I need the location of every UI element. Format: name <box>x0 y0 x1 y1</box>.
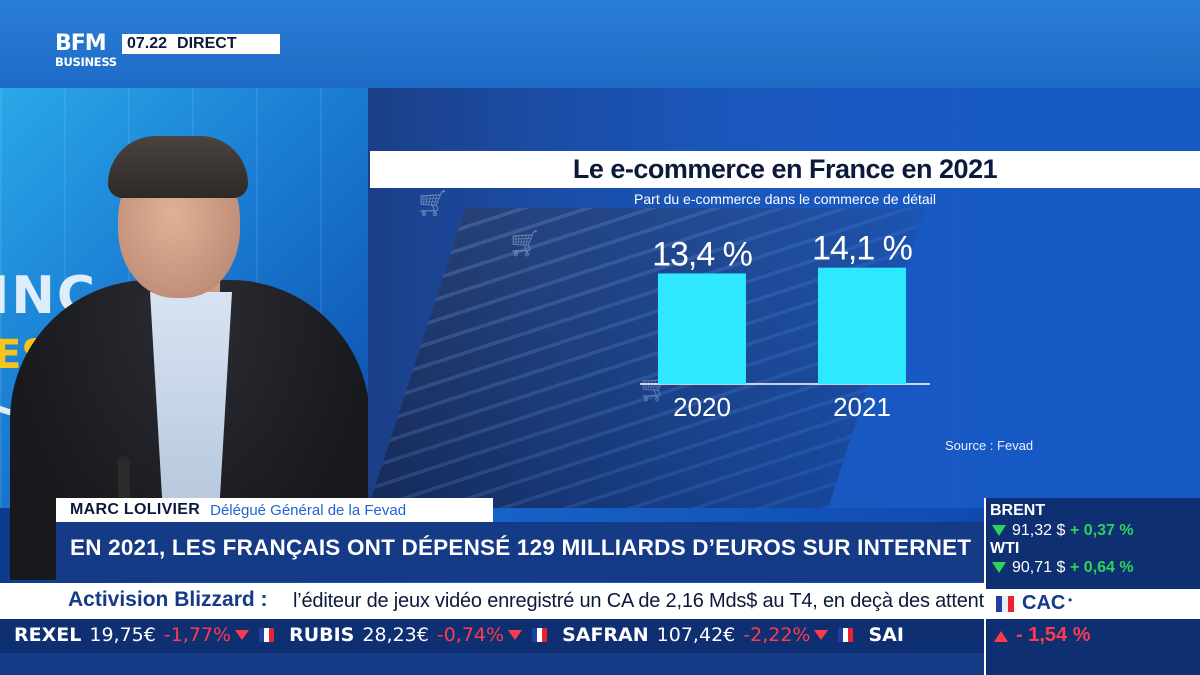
headline-bar <box>56 522 984 582</box>
up-arrow-icon <box>994 631 1008 642</box>
ticker-items: REXEL 19,75€ -1,77% RUBIS 28,23€ -0,74% … <box>0 624 920 646</box>
market-name: WTI <box>990 540 1020 557</box>
down-arrow-icon <box>814 630 829 640</box>
cac-name: CAC <box>1022 592 1066 614</box>
down-arrow-icon <box>235 630 250 640</box>
logo-sub: BUSINESS <box>55 55 117 69</box>
chart-category-label: 2020 <box>673 392 731 422</box>
bfm-business-logo: BFM BUSINESS <box>55 33 119 75</box>
news-text: l’éditeur de jeux vidéo enregistré un CA… <box>293 590 1011 612</box>
market-price: 90,71 $ <box>1012 559 1066 576</box>
market-price: 91,32 $ <box>1012 522 1066 539</box>
chart-title: Le e-commerce en France en 2021 <box>572 154 998 184</box>
chart-title-bar <box>370 151 1200 188</box>
guest-name-strip: MARC LOLIVIER Délégué Général de la Feva… <box>56 498 493 522</box>
microphone <box>118 456 130 502</box>
cac-label-box: CAC • <box>984 589 1200 619</box>
ticker-item: REXEL 19,75€ -1,77% <box>14 624 281 646</box>
ticker-name: REXEL <box>14 624 82 646</box>
ticker-name: RUBIS <box>289 624 355 646</box>
up-arrow-icon <box>992 525 1006 536</box>
headline: EN 2021, LES FRANÇAIS ONT DÉPENSÉ 129 MI… <box>70 535 972 560</box>
ticker-item: RUBIS 28,23€ -0,74% <box>289 624 554 646</box>
ticker-price: 107,42€ <box>656 624 736 646</box>
cac-change-row: - 1,54 % <box>984 619 1200 653</box>
bottom-strip <box>0 653 1200 675</box>
guest-role: Délégué Général de la Fevad <box>210 501 407 519</box>
chart-bar <box>818 267 906 384</box>
france-flag-icon <box>838 628 854 642</box>
ticker-name: SAFRAN <box>562 624 649 646</box>
france-flag-icon <box>996 596 1014 612</box>
news-company: Activision Blizzard : <box>68 588 268 611</box>
chart-category-label: 2021 <box>833 392 891 422</box>
news-crawl-bar <box>0 583 984 619</box>
france-flag-icon <box>259 628 275 642</box>
ticker-price: 28,23€ <box>362 624 429 646</box>
clock-box: 07.22 DIRECT <box>122 34 280 54</box>
chart-subtitle: Part du e-commerce dans le commerce de d… <box>634 191 936 207</box>
market-panel: BRENT 91,32 $ + 0,37 % WTI 90,71 $ + 0,6… <box>984 498 1200 675</box>
logo-main: BFM <box>55 31 107 56</box>
cac-marker: • <box>1068 593 1073 607</box>
stock-ticker: REXEL 19,75€ -1,77% RUBIS 28,23€ -0,74% … <box>0 619 984 653</box>
ticker-change: -1,77% <box>163 624 232 646</box>
ticker-item: SAFRAN 107,42€ -2,22% <box>562 624 860 646</box>
market-change: + 0,64 % <box>1070 559 1134 576</box>
live-label: DIRECT <box>177 35 237 52</box>
clock-time: 07.22 <box>127 35 168 52</box>
chart-bar <box>658 273 746 384</box>
cac-change: - 1,54 % <box>1016 624 1091 646</box>
market-change: + 0,37 % <box>1070 522 1134 539</box>
france-flag-icon <box>532 628 548 642</box>
guest-hair <box>108 136 248 198</box>
ticker-change: -2,22% <box>743 624 811 646</box>
chart-source: Source : Fevad <box>945 438 1034 453</box>
up-arrow-icon <box>992 562 1006 573</box>
down-arrow-icon <box>508 630 523 640</box>
ticker-item: SAI <box>868 624 911 646</box>
ticker-item <box>0 628 6 642</box>
ticker-name: SAI <box>868 624 904 646</box>
market-name: BRENT <box>990 502 1046 519</box>
ticker-change: -0,74% <box>436 624 505 646</box>
guest-name: MARC LOLIVIER <box>70 501 201 518</box>
guest-shirt <box>150 292 232 502</box>
chart-data-label: 13,4 % <box>652 235 753 273</box>
chart-data-label: 14,1 % <box>812 230 913 268</box>
ticker-price: 19,75€ <box>89 624 156 646</box>
